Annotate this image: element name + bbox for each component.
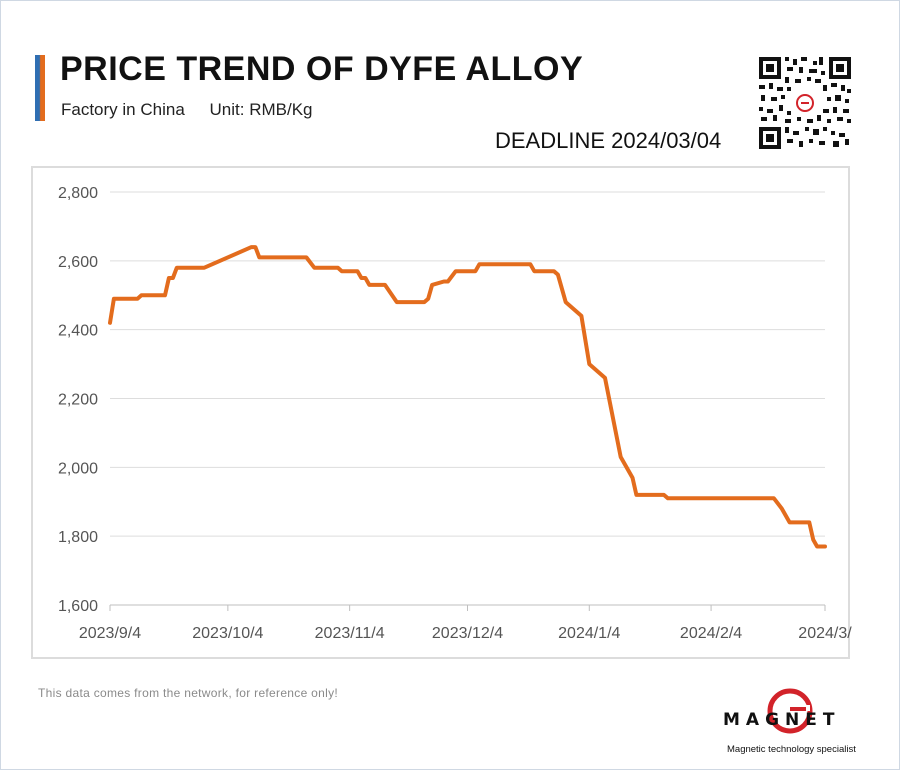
x-tick-label: 2024/2/4 bbox=[680, 625, 742, 642]
chart-title: PRICE TREND OF DYFE ALLOY bbox=[60, 50, 584, 88]
price-series-line bbox=[108, 245, 827, 549]
x-tick-label: 2023/9/4 bbox=[79, 625, 141, 642]
title-accent-bar bbox=[35, 55, 45, 121]
unit-label: Unit: RMB/Kg bbox=[209, 100, 313, 119]
qr-code-icon[interactable] bbox=[757, 55, 853, 151]
y-tick-label: 2,000 bbox=[58, 460, 98, 477]
x-tick-label: 2023/11/4 bbox=[315, 625, 385, 642]
y-tick-label: 2,800 bbox=[58, 185, 98, 202]
chart-subtitle: Factory in China Unit: RMB/Kg bbox=[61, 100, 333, 120]
magnet-logo-icon bbox=[767, 688, 813, 734]
y-tick-label: 1,800 bbox=[58, 529, 98, 546]
y-tick-label: 2,600 bbox=[58, 254, 98, 271]
x-tick-label: 2024/3/ bbox=[798, 625, 852, 642]
y-tick-label: 2,400 bbox=[58, 323, 98, 340]
y-tick-label: 2,200 bbox=[58, 392, 98, 409]
brand-tagline: Magnetic technology specialist bbox=[727, 744, 856, 755]
deadline-label: DEADLINE 2024/03/04 bbox=[495, 128, 722, 153]
chart-panel bbox=[31, 166, 850, 659]
x-tick-label: 2023/12/4 bbox=[432, 625, 503, 642]
disclaimer-note: This data comes from the network, for re… bbox=[38, 686, 339, 700]
y-tick-label: 1,600 bbox=[58, 598, 98, 615]
x-tick-label: 2024/1/4 bbox=[558, 625, 620, 642]
brand-name: MAGNET bbox=[723, 710, 841, 730]
x-tick-label: 2023/10/4 bbox=[192, 625, 263, 642]
factory-label: Factory in China bbox=[61, 100, 185, 119]
